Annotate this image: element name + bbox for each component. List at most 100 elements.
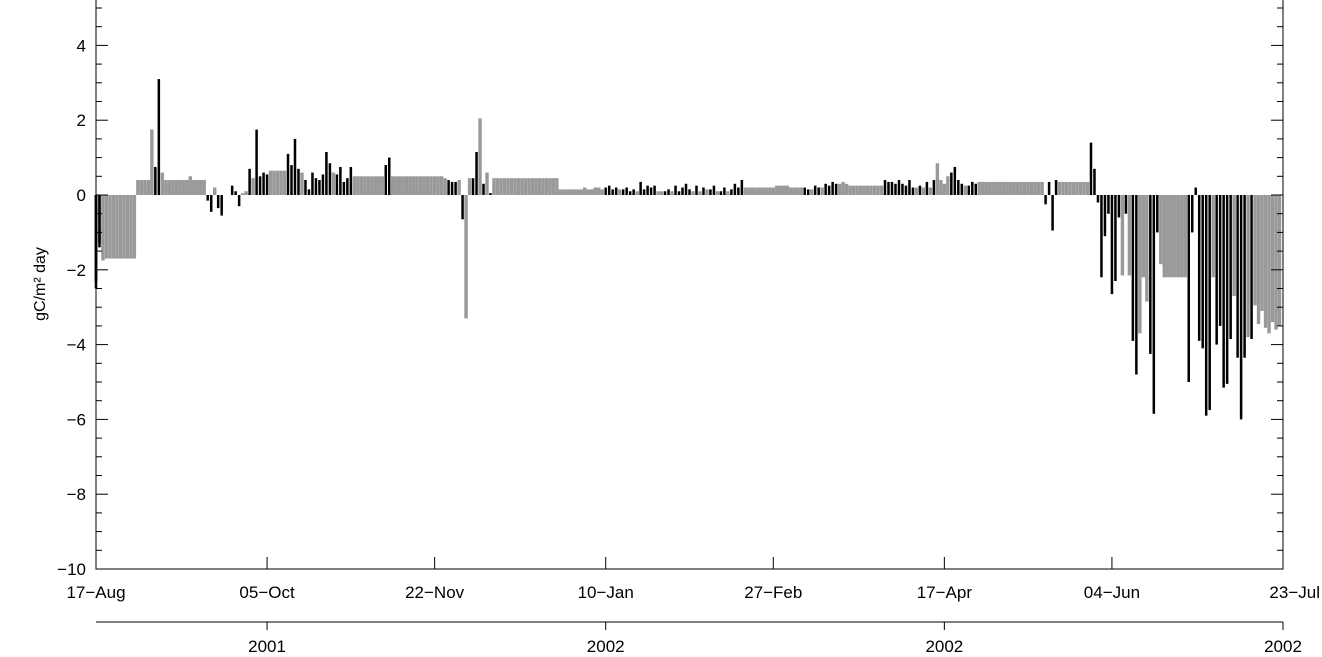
gray-bar [691,191,695,195]
y-tick-label: 2 [77,111,86,130]
black-bar [1100,195,1103,278]
black-bar [897,180,901,195]
gray-bar [754,187,758,195]
black-bar [894,183,897,195]
black-bar [1190,195,1194,233]
gray-bar [377,176,381,195]
gray-bar [747,187,751,195]
black-bar [702,187,705,195]
black-bar [349,166,353,195]
black-bar [1135,195,1138,375]
gray-bar [146,180,151,195]
black-bar [1044,195,1047,205]
black-bar [265,174,269,195]
gray-bar [401,176,405,195]
gray-bar [617,189,622,195]
black-bar [614,187,618,195]
gray-bar [467,178,472,195]
gray-bar [600,189,604,195]
gray-bar [1022,181,1027,195]
gray-bar [1159,195,1163,265]
black-bar [904,185,908,195]
gray-bar [995,181,999,195]
black-bar [262,172,265,195]
gray-bar [443,178,447,195]
gray-bar [928,187,933,195]
gray-bar [583,187,587,195]
black-bar [709,189,712,195]
black-bar [1236,195,1239,358]
black-bar [1096,195,1100,203]
gray-bar [499,178,503,195]
black-bar [1156,195,1159,233]
black-bar [1103,195,1107,237]
gray-bar [178,180,182,195]
black-bar [255,129,258,195]
gray-bar [139,180,144,195]
gray-bar [590,189,594,195]
gray-bar [1008,181,1013,195]
gray-bar [635,191,639,195]
gray-bar [432,176,437,195]
black-bar [1204,195,1208,416]
black-bar [314,178,318,195]
black-bar [918,185,922,195]
gray-bar [551,178,556,195]
black-bar [297,168,300,195]
gray-bar [1029,181,1034,195]
gray-bar [363,176,367,195]
x-tick-label: 05−Oct [239,583,295,602]
black-bar [890,181,894,195]
black-bar [388,157,391,195]
gray-bar [101,195,105,261]
black-bar [98,195,101,248]
gray-bar [1071,181,1076,195]
black-bar [321,174,325,195]
gray-bar [789,187,793,195]
gray-bar [984,181,988,195]
gray-bar [841,181,845,195]
gray-bar [495,178,500,195]
gray-bar [272,170,276,195]
gray-bar [1012,181,1016,195]
gray-bar [356,176,360,195]
gray-bar [370,176,374,195]
x-tick-label: 10−Jan [578,583,634,602]
gray-bar [1085,181,1090,195]
gray-bar [1064,181,1069,195]
gray-bar [188,176,192,195]
gray-bar [415,176,419,195]
gray-bar [537,178,542,195]
black-bar [719,191,723,195]
gray-bar [502,178,507,195]
black-bar [1218,195,1222,326]
gray-bar [1026,181,1030,195]
gray-bar [331,172,336,195]
gray-bar [844,183,849,195]
gray-bar [799,187,803,195]
gray-bar [1176,195,1180,278]
black-bar [974,183,978,195]
black-bar [653,185,656,195]
gray-bar [562,189,566,195]
black-bar [684,183,688,195]
black-bar [834,183,838,195]
black-bar [1222,195,1225,388]
gray-bar [1169,195,1173,278]
black-bar [642,189,646,195]
gray-bar [785,185,789,195]
gray-bar [1141,195,1146,278]
black-bar [450,181,454,195]
gray-bar [439,176,444,195]
black-bar [625,187,628,195]
gray-bar [174,180,179,195]
black-bar [831,181,834,195]
year-label: 2001 [248,637,286,656]
gray-bar [1057,181,1062,195]
black-bar [681,187,684,195]
gray-bar [373,176,377,195]
gray-bar [506,178,510,195]
gray-bar [1145,195,1149,302]
gray-bar [977,181,981,195]
gray-bar [408,176,412,195]
